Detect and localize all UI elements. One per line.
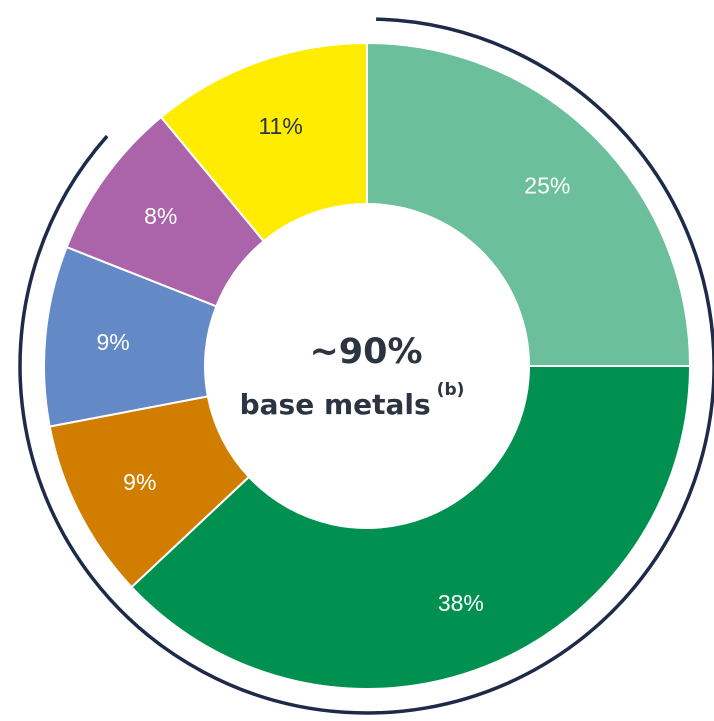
slice-label-0: 25% [524, 173, 570, 199]
base-metals-bracket-arc [18, 17, 714, 715]
center-annotation: ~90% base metals (b) [240, 332, 465, 421]
slice-label-5: 11% [258, 113, 302, 139]
donut-slice-0 [366, 41, 692, 367]
slice-label-3: 9% [97, 329, 130, 355]
donut-slice-1 [130, 365, 692, 690]
slice-label-4: 8% [144, 203, 177, 229]
donut-slice-5 [159, 41, 368, 243]
slice-labels-layer: 25% 38% 9% 9% 8% 11% [97, 113, 571, 616]
center-label-line: base metals (b) [240, 380, 465, 421]
center-label: base metals [240, 388, 431, 421]
center-label-superscript: (b) [437, 380, 465, 400]
center-value: ~90% [309, 332, 422, 372]
slices-layer [43, 41, 692, 690]
slice-label-2: 9% [123, 469, 156, 495]
slice-label-1: 38% [438, 590, 484, 616]
